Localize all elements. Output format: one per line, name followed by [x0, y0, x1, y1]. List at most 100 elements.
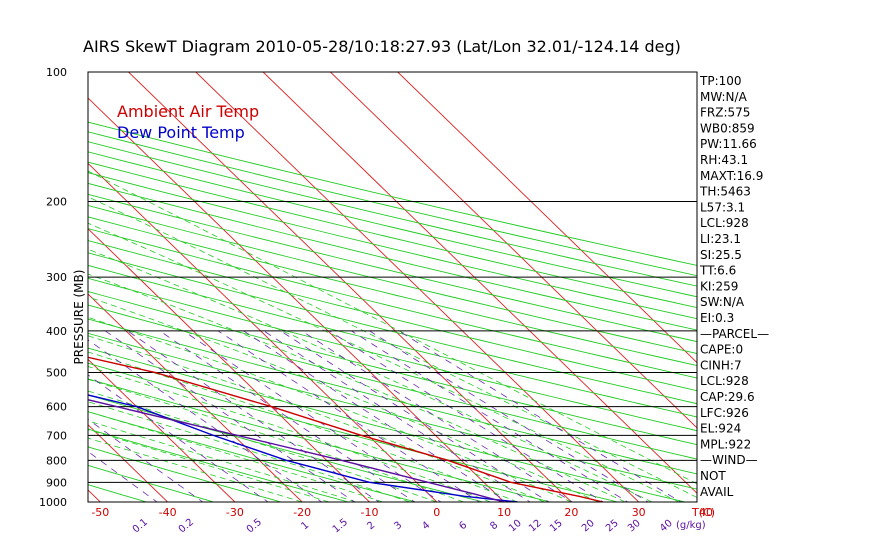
mixing-ratio-tick-label: 1.5: [331, 517, 350, 536]
mixing-ratio-tick-label: 6: [457, 520, 469, 533]
mixing-ratio-line: [88, 418, 204, 502]
mixing-ratio-tick-label: 25: [604, 518, 621, 535]
moist-adiabat-line: [88, 401, 411, 502]
isotherm-line: [195, 72, 640, 502]
moist-adiabat-line: [88, 248, 653, 502]
plot-frame: [87, 71, 698, 503]
moist-adiabat-line: [88, 170, 697, 485]
isotherm-line: [88, 228, 370, 502]
mixing-ratio-tick-label: 1: [299, 520, 311, 533]
isotherm-line: [128, 72, 572, 502]
mixing-ratio-tick-label: 30: [626, 518, 643, 535]
mixing-ratio-line: [329, 330, 604, 502]
mixing-ratio-line: [351, 330, 629, 502]
moist-adiabat-line: [88, 366, 491, 502]
stability-index: LI:23.1: [700, 232, 741, 246]
pressure-tick-label: 600: [46, 401, 67, 414]
mixing-ratio-tick-label: 0.2: [177, 517, 196, 536]
pressure-tick-label: 800: [46, 454, 67, 467]
bottom-temp-tick-label: 10: [497, 506, 511, 519]
stability-index: CINH:7: [700, 358, 742, 372]
isotherm-line: [330, 72, 697, 429]
dry-adiabat-line: [88, 378, 553, 502]
moist-adiabat-line: [88, 335, 545, 502]
mixing-ratio-tick-label: 2: [365, 520, 377, 533]
dry-adiabat-line: [88, 264, 697, 418]
stability-index: L57:3.1: [700, 200, 745, 214]
profile-line: [88, 394, 518, 502]
mixing-ratio-line: [398, 330, 682, 502]
legend-entry: Ambient Air Temp: [117, 102, 259, 121]
stability-index: TH:5463: [699, 185, 751, 199]
bottom-temp-tick-label: 0: [433, 506, 440, 519]
mixing-ratio-line: [217, 330, 481, 502]
bottom-temp-tick-label: -10: [361, 506, 379, 519]
isotherm-line: [262, 72, 697, 494]
stability-index: FRZ:575: [700, 106, 750, 120]
mixing-ratio-line: [301, 330, 573, 502]
stability-index: CAP:29.6: [700, 390, 755, 404]
dry-adiabat-line: [88, 428, 350, 502]
bottom-temp-tick-label: 20: [564, 506, 578, 519]
stability-index: SW:N/A: [700, 295, 745, 309]
bottom-temp-tick-label: -50: [91, 506, 109, 519]
dry-adiabat-line: [88, 216, 697, 366]
stability-index: MAXT:16.9: [700, 169, 763, 183]
dry-adiabat-line: [88, 172, 697, 320]
stability-index: SI:25.5: [700, 248, 742, 262]
stability-index: PW:11.66: [700, 137, 757, 151]
stability-index: EL:924: [700, 422, 741, 436]
stability-index: AVAIL: [700, 485, 734, 499]
dry-adiabat-line: [88, 240, 697, 392]
dry-adiabat-line: [88, 411, 418, 502]
pressure-tick-label: 1000: [39, 496, 67, 509]
stability-index: RH:43.1: [700, 153, 748, 167]
stability-index: EI:0.3: [700, 311, 734, 325]
stability-index: MW:N/A: [700, 90, 748, 104]
pressure-tick-label: 100: [46, 66, 67, 79]
stability-index: TT:6.6: [699, 264, 736, 278]
dry-adiabat-line: [88, 304, 697, 460]
pressure-tick-label: 200: [46, 195, 67, 208]
mixing-ratio-line: [369, 330, 649, 502]
mixing-ratio-tick-label: 20: [580, 518, 597, 535]
pressure-tick-label: 900: [46, 476, 67, 489]
dry-adiabat-line: [88, 277, 697, 432]
dry-adiabat-line: [88, 161, 697, 309]
dry-adiabat-line: [88, 252, 697, 405]
stability-index: TP:100: [699, 74, 742, 88]
stability-index: —PARCEL—: [700, 327, 769, 341]
dry-adiabat-line: [88, 228, 697, 379]
isotherm-line: [397, 72, 697, 364]
moist-adiabat-line: [88, 273, 626, 502]
stability-index: MPL:922: [700, 437, 751, 451]
bottom-temp-tick-label: 30: [632, 506, 646, 519]
pressure-tick-label: 700: [46, 429, 67, 442]
moist-adiabat-line: [88, 351, 518, 502]
pressure-tick-label: 300: [46, 271, 67, 284]
stability-index: CAPE:0: [700, 343, 743, 357]
mixing-ratio-tick-label: 0.1: [131, 517, 150, 536]
stability-index: WB0:859: [700, 121, 755, 135]
dry-adiabat-line: [88, 151, 697, 298]
isotherm-line: [88, 293, 303, 502]
mixing-ratio-tick-label: 3: [392, 520, 404, 533]
dry-adiabat-line: [88, 332, 697, 490]
dry-adiabat-line: [88, 291, 697, 446]
dry-adiabat-line: [0, 72, 41, 511]
bottom-temp-tick-label: -40: [159, 506, 177, 519]
dry-adiabat-line: [88, 193, 697, 343]
profile-line: [88, 356, 604, 502]
moist-adiabat-line: [88, 196, 697, 498]
mixing-ratio-line: [105, 330, 356, 502]
bottom-temp-tick-label: -20: [293, 506, 311, 519]
dry-adiabat-line: [88, 121, 697, 266]
stability-index: —WIND—: [700, 453, 758, 467]
dry-adiabat-line: [88, 464, 216, 502]
mixing-ratio-tick-label: 0.5: [245, 517, 264, 536]
dry-adiabat-line: [88, 347, 687, 502]
mixing-ratio-unit-label: (g/kg): [676, 520, 706, 531]
bottom-temp-tick-label: 40: [699, 506, 713, 519]
